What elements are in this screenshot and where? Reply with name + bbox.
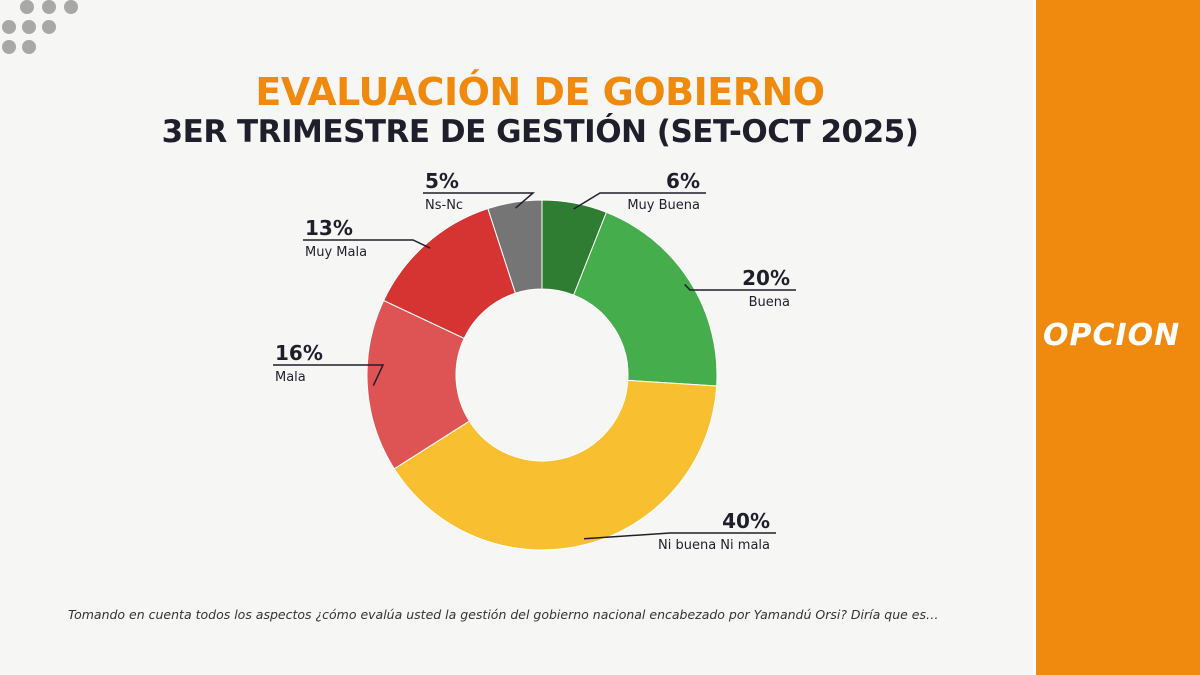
category-label-ni-buena-ni-mala: Ni buena Ni mala bbox=[658, 538, 770, 553]
category-label-ns-nc: Ns-Nc bbox=[425, 198, 463, 213]
category-label-buena: Buena bbox=[749, 295, 790, 310]
leader-line-ni-buena-ni-mala bbox=[583, 532, 776, 540]
slice-buena bbox=[573, 211, 718, 387]
leader-line-muy-mala bbox=[303, 239, 431, 249]
chart-subtitle: 3ER TRIMESTRE DE GESTIÓN (SET-OCT 2025) bbox=[161, 114, 919, 150]
category-label-mala: Mala bbox=[275, 370, 306, 385]
donut-chart: 6% Muy Buena 20% Buena 40% Ni buena Ni mala 16… bbox=[273, 169, 796, 553]
chart-title: EVALUACIÓN DE GOBIERNO bbox=[255, 70, 825, 114]
data-label-muy-mala: 13% bbox=[305, 216, 353, 240]
data-label-ni-buena-ni-mala: 40% bbox=[722, 509, 770, 533]
survey-question: Tomando en cuenta todos los aspectos ¿có… bbox=[68, 607, 939, 622]
data-label-ns-nc: 5% bbox=[425, 169, 459, 193]
slice-ns-nc bbox=[487, 199, 543, 294]
data-label-mala: 16% bbox=[275, 341, 323, 365]
leader-line-buena bbox=[684, 283, 796, 291]
brand-side-bar: OPCION bbox=[1033, 0, 1200, 675]
category-label-muy-mala: Muy Mala bbox=[305, 245, 367, 260]
decorative-dots bbox=[0, 0, 90, 60]
leader-line-muy-buena bbox=[573, 192, 706, 210]
data-label-buena: 20% bbox=[742, 266, 790, 290]
slice-ni-buena-ni-mala bbox=[393, 379, 718, 551]
data-label-muy-buena: 6% bbox=[666, 169, 700, 193]
brand-logo: OPCION bbox=[1043, 318, 1181, 353]
leader-line-mala bbox=[273, 364, 385, 386]
side-bar-edge bbox=[1033, 0, 1036, 675]
category-label-muy-buena: Muy Buena bbox=[627, 198, 700, 213]
leader-line-ns-nc bbox=[423, 192, 536, 209]
